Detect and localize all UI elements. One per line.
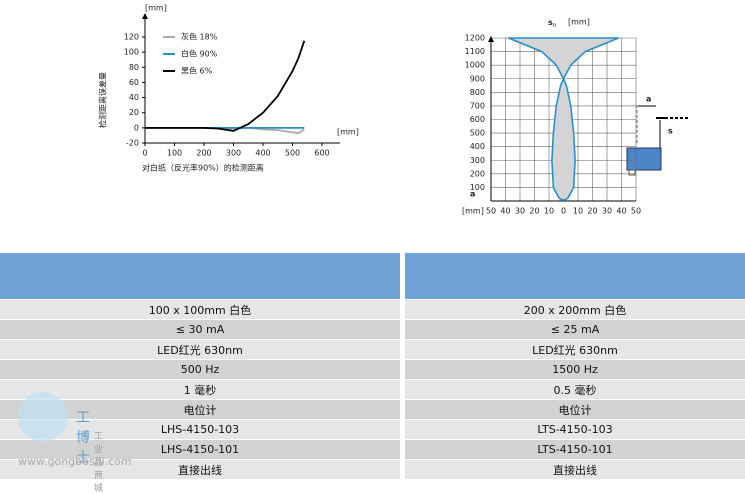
- table-cell: 500 Hz: [0, 360, 400, 379]
- y-tick-label: 700: [470, 101, 485, 110]
- table-header: [0, 253, 745, 299]
- x-unit: [mm]: [462, 207, 484, 216]
- spec-table: 100 x 100mm 白色 200 x 200mm 白色 ≤ 30 mA ≤ 25 …: [0, 253, 745, 479]
- table-cell: LTS-4150-101: [405, 440, 745, 459]
- x-tick-label: 30: [602, 207, 612, 216]
- table-cell: LED红光 630nm: [405, 340, 745, 359]
- table-cell: 1500 Hz: [405, 360, 745, 379]
- table-row: 500 Hz 1500 Hz: [0, 359, 745, 379]
- table-cell: 100 x 100mm 白色: [0, 300, 400, 319]
- watermark-url: www.gongboshi.com: [18, 455, 132, 468]
- x-tick-label: 20: [529, 207, 539, 216]
- y-unit: [mm]: [568, 18, 590, 27]
- table-cell: LED红光 630nm: [0, 340, 400, 359]
- table-cell: LTS-4150-103: [405, 420, 745, 439]
- x-tick-label: 600: [314, 149, 329, 158]
- x-tick-label: 200: [196, 149, 211, 158]
- x-tick-label: 50: [631, 207, 641, 216]
- y-tick-label: 0: [134, 123, 139, 132]
- table-row: LHS-4150-103 LTS-4150-103: [0, 419, 745, 439]
- y-tick-label: 60: [129, 78, 139, 87]
- table-cell: ≤ 30 mA: [0, 320, 400, 339]
- table-cell: 直接出线: [405, 460, 745, 479]
- y-tick-label: 1100: [465, 47, 485, 56]
- table-cell: 200 x 200mm 白色: [405, 300, 745, 319]
- sensor-icon: [626, 105, 690, 176]
- y-tick-label: 20: [129, 108, 139, 117]
- y-tick-label: -20: [126, 139, 139, 148]
- table-row: 100 x 100mm 白色 200 x 200mm 白色: [0, 299, 745, 319]
- x-tick-label: 40: [500, 207, 510, 216]
- x-tick-label: 100: [167, 149, 182, 158]
- table-row: LED红光 630nm LED红光 630nm: [0, 339, 745, 359]
- x-tick-label: 0: [561, 207, 566, 216]
- y-tick-label: 400: [470, 142, 485, 151]
- x-unit: [mm]: [337, 128, 359, 137]
- legend-label: 灰色 18%: [181, 32, 218, 42]
- x-tick-label: 20: [587, 207, 597, 216]
- y-tick-label: 800: [470, 88, 485, 97]
- y-tick-label: 500: [470, 129, 485, 138]
- legend-label: 黑色 6%: [181, 66, 213, 76]
- x-tick-label: 10: [573, 207, 583, 216]
- y-tick-label: 100: [470, 183, 485, 192]
- table-cell: 电位计: [0, 400, 400, 419]
- y-tick-label: 120: [124, 33, 139, 42]
- y-tick-label: 100: [124, 48, 139, 57]
- table-row: LHS-4150-101 LTS-4150-101: [0, 439, 745, 459]
- y-axis-label: 检测距离误差量: [98, 72, 108, 128]
- x-tick-label: 40: [616, 207, 626, 216]
- table-cell: 1 毫秒: [0, 380, 400, 399]
- watermark-brand: 工博士: [76, 410, 94, 466]
- y-tick-label: 80: [129, 63, 139, 72]
- x-axis-label: 对白纸（反光率90%）的检测距离: [142, 163, 264, 173]
- page: 检测距离误差量 [mm] [mm] 对白纸（反光率90%）的检测距离 sn [m…: [0, 3, 745, 494]
- x-tick-label: 500: [285, 149, 300, 158]
- y-tick-label: 40: [129, 93, 139, 102]
- table-row: 1 毫秒 0.5 毫秒: [0, 379, 745, 399]
- table-cell: ≤ 25 mA: [405, 320, 745, 339]
- zone: [508, 37, 619, 202]
- legend-label: 白色 90%: [181, 49, 218, 59]
- table-row: ≤ 30 mA ≤ 25 mA: [0, 319, 745, 339]
- table-cell: 直接出线: [0, 460, 400, 479]
- table-cell: 0.5 毫秒: [405, 380, 745, 399]
- y-axis-label: sn: [548, 18, 557, 29]
- x-tick-label: 400: [255, 149, 270, 158]
- x-axis-label: a: [470, 190, 475, 199]
- icon-label: a: [646, 95, 651, 104]
- table-cell: LHS-4150-103: [0, 420, 400, 439]
- table-cell: 电位计: [405, 400, 745, 419]
- axis-arrow: [488, 36, 494, 42]
- y-tick-label: 300: [470, 156, 485, 165]
- y-tick-label: 1000: [465, 61, 485, 70]
- x-tick-label: 50: [486, 207, 496, 216]
- icon-label: s: [668, 127, 673, 136]
- table-row: 直接出线 直接出线: [0, 459, 745, 479]
- y-unit: [mm]: [145, 4, 167, 13]
- x-tick-label: 30: [515, 207, 525, 216]
- y-label-main: s: [548, 18, 553, 27]
- axis-arrow: [142, 13, 148, 19]
- charts: 检测距离误差量 [mm] [mm] 对白纸（反光率90%）的检测距离 sn [m…: [98, 4, 690, 216]
- y-tick-label: 600: [470, 115, 485, 124]
- x-tick-label: 0: [142, 149, 147, 158]
- series-line: [145, 40, 306, 132]
- y-tick-label: 200: [470, 169, 485, 178]
- y-tick-label: 900: [470, 74, 485, 83]
- x-tick-label: 300: [226, 149, 241, 158]
- table-row: 电位计 电位计: [0, 399, 745, 419]
- x-tick-label: 10: [544, 207, 554, 216]
- y-tick-label: 1200: [465, 34, 485, 43]
- table-cell: LHS-4150-101: [0, 440, 400, 459]
- y-label-sub: n: [553, 22, 557, 29]
